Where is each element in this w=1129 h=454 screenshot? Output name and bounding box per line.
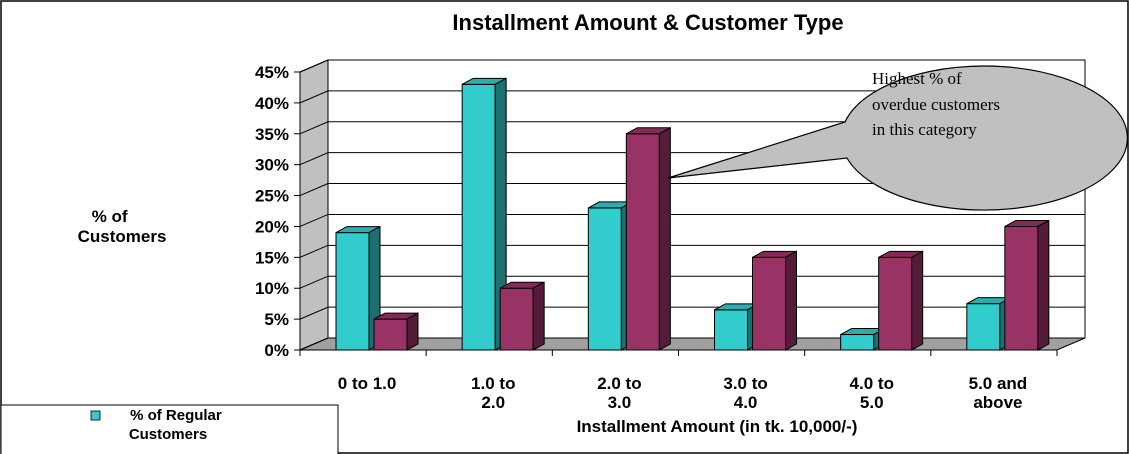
- x-tick-label-line: 1.0 to: [471, 374, 515, 393]
- y-tick-label: 35%: [255, 125, 289, 144]
- gridline: [299, 90, 1085, 104]
- side-wall: [299, 59, 329, 351]
- y-axis-label-line-1: % of: [92, 207, 128, 226]
- callout-line-2: overdue customers: [872, 95, 1000, 114]
- y-axis-ticks: 0% 5% 10% 15% 20% 25% 30% 35% 40% 45%: [255, 63, 301, 360]
- y-tick-label: 10%: [255, 279, 289, 298]
- x-tick-label-line: 3.0 to: [723, 374, 767, 393]
- gridline: [299, 183, 1085, 197]
- bar: [1004, 219, 1050, 351]
- x-tick-label: 5.0 and above: [969, 374, 1028, 412]
- legend-label-line-2: Customers: [129, 426, 207, 443]
- bar-front: [714, 309, 748, 351]
- gridline: [299, 244, 1085, 258]
- bar: [840, 327, 886, 351]
- bars: [335, 77, 1050, 351]
- x-tick-label-line: 2.0 to: [597, 374, 641, 393]
- x-tick-label: 4.0 to 5.0: [850, 374, 894, 412]
- gridline: [299, 337, 1085, 351]
- bar: [587, 201, 633, 351]
- gridlines: [299, 59, 1085, 351]
- legend-box: [0, 404, 339, 454]
- callout-line-3: in this category: [872, 120, 977, 139]
- y-axis-label: % of Customers: [78, 207, 167, 246]
- bar: [878, 250, 924, 351]
- bar-front: [461, 83, 496, 351]
- bar-front: [373, 318, 408, 351]
- bar-side: [1037, 219, 1050, 351]
- gridline: [299, 306, 1085, 320]
- y-tick-label: 45%: [255, 63, 289, 82]
- x-tick-label: 3.0 to 4.0: [723, 374, 767, 412]
- y-tick-label: 30%: [255, 156, 289, 175]
- bar: [373, 312, 419, 351]
- bar-front: [1004, 225, 1039, 351]
- bar-front: [752, 256, 786, 351]
- gridline: [299, 213, 1085, 227]
- callout-line-1: Highest % of: [872, 69, 962, 88]
- bar: [966, 296, 1012, 351]
- legend-swatch-regular: [90, 410, 101, 421]
- bar: [625, 126, 671, 351]
- bar: [714, 303, 759, 351]
- chart-title: Installment Amount & Customer Type: [452, 10, 843, 35]
- bar-front: [499, 287, 534, 351]
- bar: [335, 225, 381, 351]
- y-tick-label: 40%: [255, 94, 289, 113]
- x-tick-label-line: above: [973, 393, 1022, 412]
- callout: Highest % of overdue customers in this c…: [667, 65, 1128, 211]
- bar-side: [911, 250, 924, 351]
- x-tick-label-line: 4.0 to: [850, 374, 894, 393]
- y-tick-label: 15%: [255, 248, 289, 267]
- bar-front: [587, 207, 622, 351]
- bar-side: [532, 281, 545, 351]
- gridline: [299, 121, 1085, 135]
- bar: [461, 77, 507, 351]
- legend-label-regular: % of Regular Customers: [129, 407, 226, 443]
- bar-front: [966, 303, 1001, 351]
- x-tick-label: 0 to 1.0: [338, 374, 397, 393]
- x-tick-label-line: 5.0: [860, 393, 884, 412]
- x-axis-label: Installment Amount (in tk. 10,000/-): [577, 417, 858, 436]
- x-tick-label-line: 4.0: [734, 393, 758, 412]
- x-tick-label-line: 5.0 and: [969, 374, 1028, 393]
- legend: % of Regular Customers: [0, 404, 339, 454]
- bar-front: [840, 334, 875, 351]
- gridline: [299, 59, 1085, 73]
- callout-text: Highest % of overdue customers in this c…: [872, 69, 1004, 139]
- bar: [499, 281, 545, 351]
- bar-side: [406, 312, 419, 351]
- y-tick-label: 25%: [255, 187, 289, 206]
- y-tick-label: 5%: [264, 310, 289, 329]
- gridline: [299, 275, 1085, 289]
- callout-bubble: [667, 65, 1128, 211]
- x-tick-label-line: 3.0: [608, 393, 632, 412]
- bar: [752, 250, 797, 351]
- bar-front: [878, 256, 913, 351]
- y-tick-label: 20%: [255, 217, 289, 236]
- x-axis-ticks: 0 to 1.0 1.0 to 2.0 2.0 to 3.0 3.0 to 4.0 4.0 t…: [299, 349, 1058, 412]
- x-tick-label-line: 2.0: [481, 393, 505, 412]
- x-tick-label-line: 0 to 1.0: [338, 374, 397, 393]
- bar-front: [625, 133, 660, 351]
- bar-side: [785, 250, 797, 351]
- legend-label-line-1: % of Regular: [130, 407, 222, 424]
- bar-front: [335, 232, 370, 351]
- y-tick-label: 0%: [264, 341, 289, 360]
- bar-side: [658, 126, 671, 351]
- x-tick-label: 2.0 to 3.0: [597, 374, 641, 412]
- y-axis-label-line-2: Customers: [78, 227, 167, 246]
- x-tick-label: 1.0 to 2.0: [471, 374, 515, 412]
